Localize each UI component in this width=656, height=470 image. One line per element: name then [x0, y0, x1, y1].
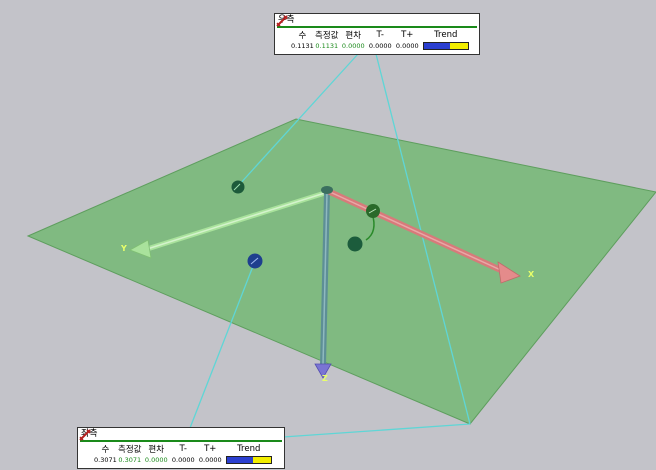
connector-lines [189, 53, 471, 438]
table-header-row: 수 측정값 편차 T- T+ Trend [275, 15, 471, 41]
value-tplus: 0.0000 [395, 41, 419, 50]
x-axis-label: X [528, 270, 535, 279]
col-header-tminus: T- [179, 444, 187, 454]
trend-cell [421, 41, 471, 50]
value-deviation: 0.0000 [144, 455, 168, 464]
value-deviation: 0.0000 [341, 41, 365, 50]
y-axis-arrowhead [129, 239, 152, 259]
caliper-icon [78, 429, 94, 464]
connector-right-to-point [237, 53, 359, 187]
z-axis [314, 189, 332, 379]
measurement-point-upper[interactable] [231, 180, 245, 194]
panel-divider [80, 440, 282, 442]
col-header-measured: 측정값 [315, 31, 339, 41]
z-axis-arrowhead [314, 363, 332, 379]
col-header-trend: Trend [237, 444, 261, 454]
trend-fill [226, 456, 254, 463]
panel-divider [277, 26, 477, 28]
value-measured: 0.3071 [118, 455, 142, 464]
measurement-table: 수 측정값 편차 T- T+ Trend 0.3071 0.3071 0.000… [78, 429, 274, 464]
measurement-plane [26, 118, 656, 425]
connector-left-to-point [189, 260, 256, 429]
y-axis [129, 189, 331, 259]
value-count: 0.1131 [291, 41, 314, 50]
value-tminus: 0.0000 [171, 455, 195, 464]
col-header-tplus: T+ [204, 444, 217, 454]
panel-title: 우측 [278, 15, 295, 25]
col-header-trend: Trend [434, 30, 458, 40]
caliper-icon [275, 15, 291, 50]
table-row: 0.3071 0.3071 0.0000 0.0000 0.0000 [78, 455, 274, 464]
table-row: 0.1131 0.1131 0.0000 0.0000 0.0000 [275, 41, 471, 50]
trend-fill [423, 42, 451, 49]
col-header-measured: 측정값 [118, 445, 142, 455]
trend-bar [225, 455, 272, 464]
trend-cell [224, 455, 274, 464]
measurement-table: 수 측정값 편차 T- T+ Trend 0.1131 0.1131 0.000… [275, 15, 471, 50]
col-header-count: 수 [101, 445, 110, 455]
col-header-tminus: T- [376, 30, 384, 40]
panel-title: 좌측 [81, 429, 98, 439]
measurement-panel-right[interactable]: 우측 수 측정값 편차 T- T+ Trend 0.1131 0.1131 0.… [274, 13, 480, 55]
value-measured: 0.1131 [315, 41, 339, 50]
origin-point[interactable] [321, 186, 333, 194]
connector-right-to-corner [375, 53, 471, 425]
connector-left-to-corner [282, 423, 471, 438]
trend-bar [422, 41, 469, 50]
col-header-count: 수 [298, 31, 307, 41]
y-axis-label: Y [121, 244, 127, 253]
table-header-row: 수 측정값 편차 T- T+ Trend [78, 429, 274, 455]
value-tplus: 0.0000 [198, 455, 222, 464]
measurement-panel-left[interactable]: 좌측 수 측정값 편차 T- T+ Trend 0.3071 0.3071 0.… [77, 427, 285, 469]
x-axis [327, 189, 521, 284]
measurement-point-middle[interactable] [347, 236, 363, 252]
z-axis-label: Z [322, 374, 328, 383]
col-header-deviation: 편차 [148, 445, 165, 455]
col-header-tplus: T+ [401, 30, 414, 40]
col-header-deviation: 편차 [345, 31, 362, 41]
x-axis-arrowhead [497, 261, 521, 284]
value-tminus: 0.0000 [368, 41, 392, 50]
value-count: 0.3071 [94, 455, 117, 464]
